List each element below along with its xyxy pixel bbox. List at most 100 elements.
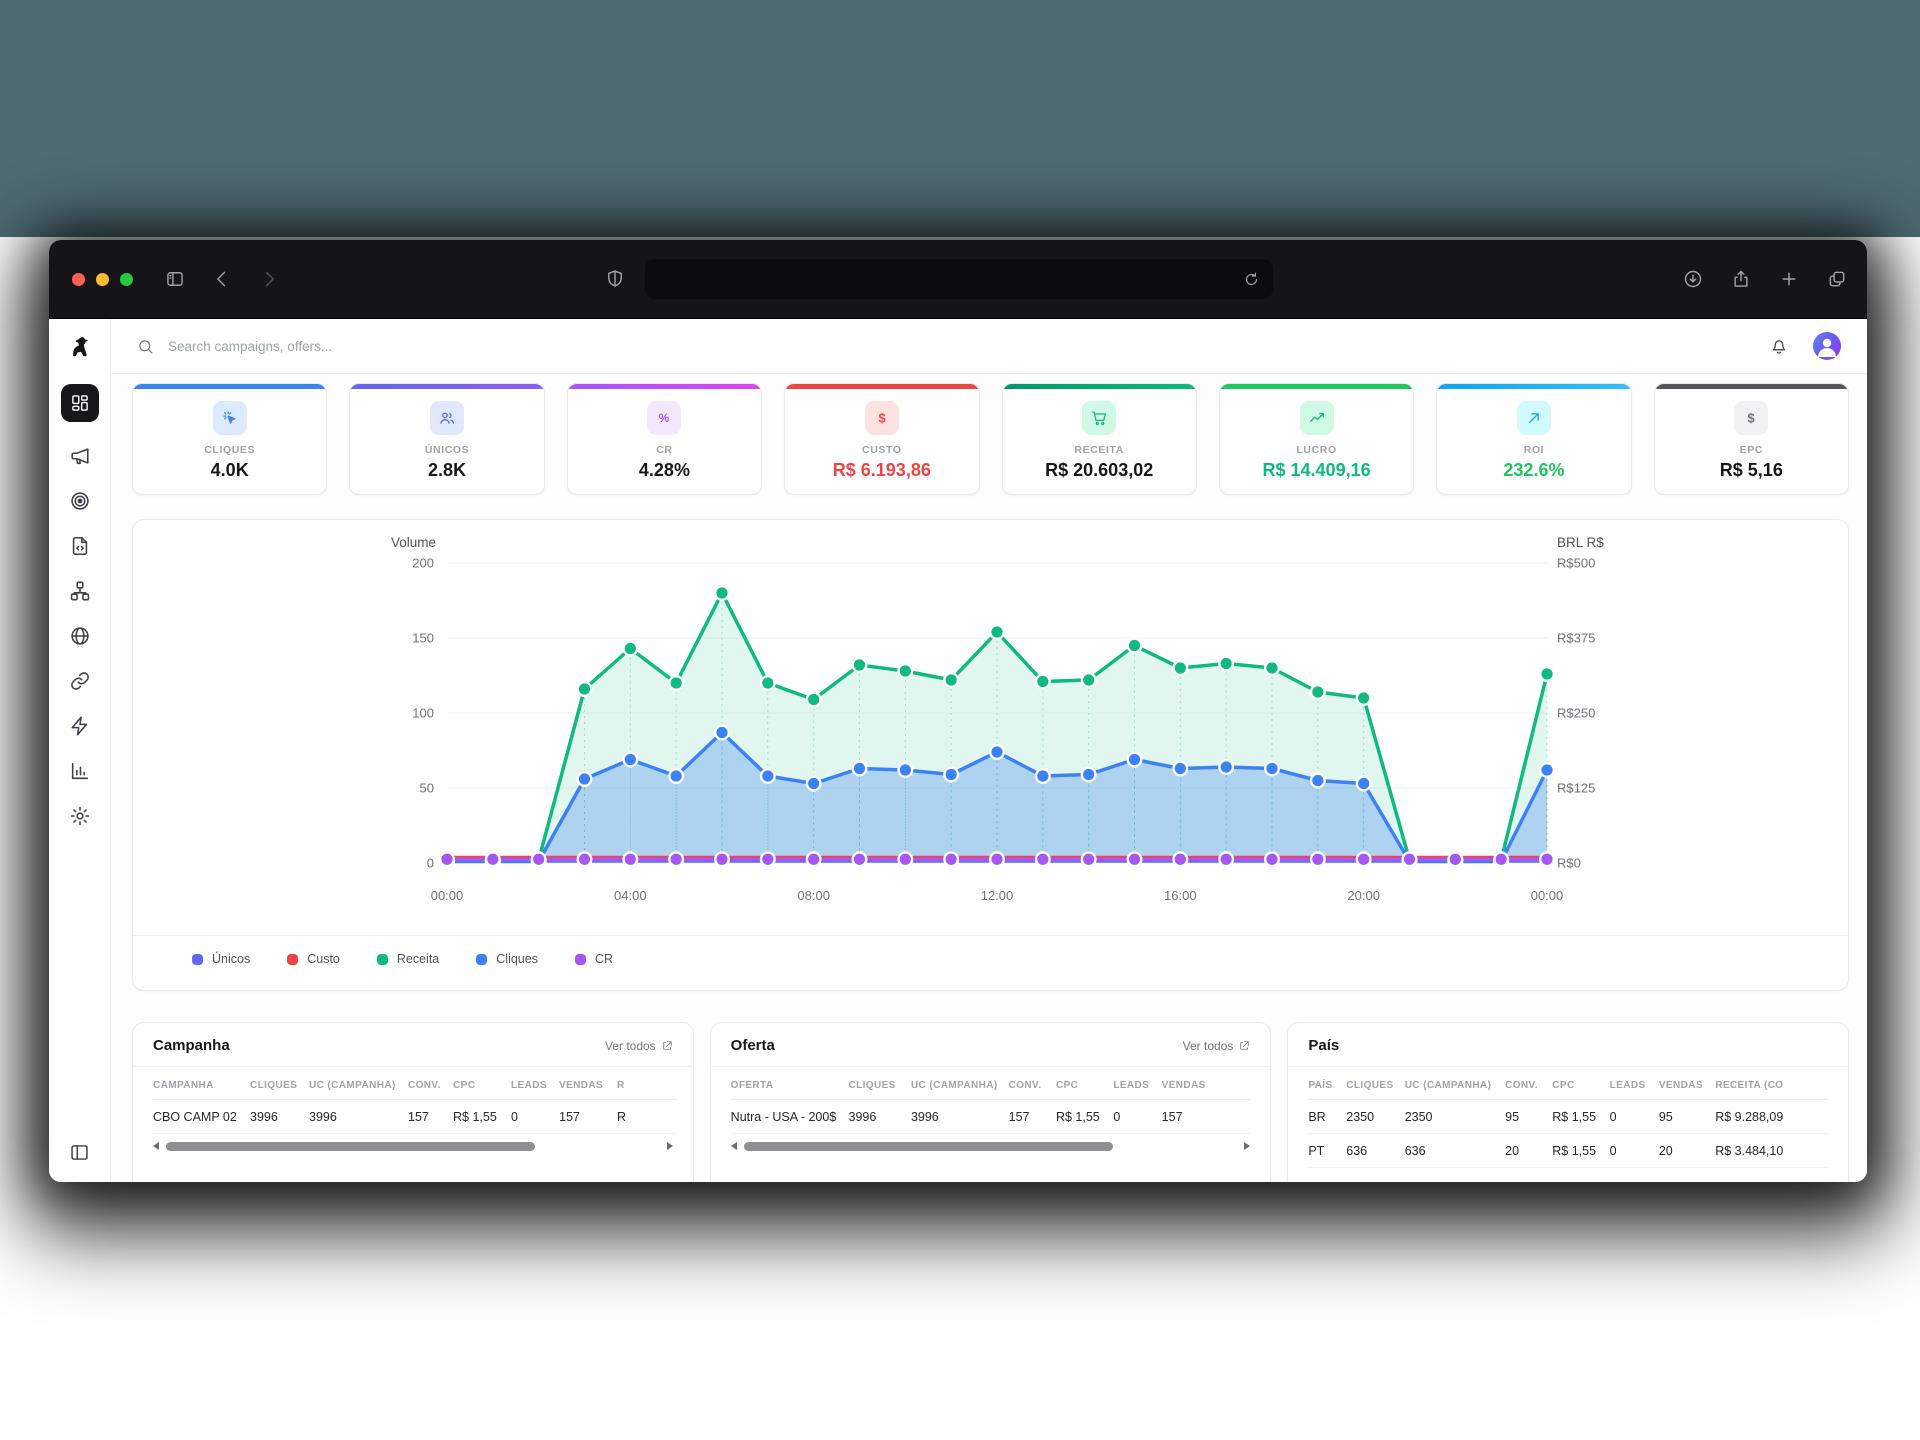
external-link-icon: [661, 1040, 673, 1052]
sidebar-item-dashboard[interactable]: [60, 384, 99, 422]
data-point-cliques: [1218, 758, 1235, 775]
right-axis-tick: R$500: [1557, 556, 1595, 571]
ver-todos-link[interactable]: Ver todos: [1183, 1039, 1251, 1053]
kpi-label: ROI: [1523, 444, 1545, 456]
column-header: UC (CAMPANHA): [1404, 1069, 1506, 1100]
gear-icon: [69, 805, 91, 827]
scroll-left-arrow[interactable]: [730, 1142, 737, 1150]
bell-icon[interactable]: [1769, 336, 1789, 356]
scrollbar-thumb[interactable]: [166, 1142, 535, 1151]
legend-label: Custo: [307, 952, 340, 966]
series-area-receita: [447, 593, 1547, 863]
trending-up-icon: [1308, 409, 1326, 427]
table-row[interactable]: Nutra - USA - 200$ 3996 3996 157 R$ 1,55 0 157: [730, 1099, 1251, 1134]
kpi-accent-bar: [1219, 384, 1414, 389]
column-header: LEADS: [1113, 1069, 1162, 1100]
url-input[interactable]: [645, 271, 1243, 287]
data-point-cr: [943, 851, 960, 868]
traffic-chart[interactable]: 200 R$500 150 R$375 100 R$250 50 R$125 0 R$0 Volum…: [133, 520, 1849, 935]
table-cell: 157: [559, 1099, 617, 1134]
column-header: PAÍS: [1308, 1069, 1347, 1100]
table-row[interactable]: BR 2350 2350 95 R$ 1,55 0 95 R$ 9.288,09: [1308, 1099, 1829, 1134]
column-header: CONV.: [1008, 1069, 1056, 1100]
tab-overview-icon[interactable]: [1827, 269, 1847, 289]
sidebar-item-file-code[interactable]: [69, 535, 91, 557]
sidebar-item-bolt[interactable]: [69, 715, 91, 737]
ver-todos-link[interactable]: Ver todos: [605, 1039, 673, 1053]
forward-icon[interactable]: [259, 269, 279, 289]
data-point-cliques: [576, 770, 593, 787]
column-header: CONV.: [408, 1069, 453, 1100]
legend-item-únicos[interactable]: Únicos: [192, 952, 250, 966]
chart-legend: Únicos Custo Receita Cliques CR: [133, 935, 1848, 982]
scroll-right-arrow[interactable]: [666, 1142, 673, 1150]
data-point-cr: [576, 851, 593, 868]
sidebar-item-sitemap[interactable]: [69, 580, 91, 602]
table-cell: 95: [1505, 1099, 1553, 1134]
data-point-cr: [1447, 851, 1464, 868]
x-axis-tick: 04:00: [614, 888, 647, 903]
scroll-left-arrow[interactable]: [153, 1142, 159, 1150]
new-tab-icon[interactable]: [1779, 269, 1799, 289]
tables-row: Campanha Ver todos CAMPANHA CLIQUES UC (CAMP…: [132, 1022, 1850, 1182]
scroll-right-arrow[interactable]: [1244, 1142, 1251, 1150]
x-axis-tick: 12:00: [981, 888, 1014, 903]
url-bar[interactable]: [645, 259, 1273, 299]
download-icon[interactable]: [1683, 269, 1703, 289]
legend-item-cliques[interactable]: Cliques: [476, 952, 538, 966]
search-input[interactable]: [166, 337, 590, 355]
data-point-cr: [714, 851, 731, 868]
kpi-accent-bar: [350, 384, 544, 389]
sidebar-item-target[interactable]: [69, 490, 91, 512]
data-point-receita: [851, 656, 868, 673]
kpi-value: R$ 6.193,86: [832, 460, 931, 480]
kpi-card-cliques: CLIQUES 4.0K: [132, 383, 328, 495]
table-cell: 157: [1161, 1099, 1251, 1134]
data-point-cr: [989, 851, 1006, 868]
zoom-button[interactable]: [120, 272, 133, 286]
users-icon: [438, 409, 456, 427]
table-title: Campanha: [153, 1037, 230, 1054]
column-header: CPC: [453, 1069, 511, 1100]
horizontal-scrollbar[interactable]: [153, 1142, 673, 1151]
shield-icon: [605, 269, 625, 289]
horizontal-scrollbar[interactable]: [730, 1142, 1251, 1151]
column-header: VENDAS: [559, 1069, 617, 1100]
column-header: RECEITA (CO: [1715, 1069, 1829, 1100]
arrow-up-right-icon: [1525, 409, 1543, 427]
data-point-receita: [576, 680, 593, 697]
panel-left-icon[interactable]: [69, 1142, 90, 1163]
share-icon[interactable]: [1731, 269, 1751, 289]
data-point-receita: [1080, 671, 1097, 688]
kpi-value: 4.28%: [638, 460, 690, 480]
sidebar-item-megaphone[interactable]: [69, 445, 91, 467]
search-bar[interactable]: [137, 337, 1769, 355]
legend-swatch: [476, 953, 488, 965]
minimize-button[interactable]: [96, 272, 109, 286]
panel-toggle-icon[interactable]: [165, 269, 185, 289]
sidebar-item-link[interactable]: [69, 670, 91, 692]
table-cell: 0: [1609, 1099, 1659, 1134]
avatar[interactable]: [1813, 332, 1841, 360]
table-row[interactable]: PT 636 636 20 R$ 1,55 0 20 R$ 3.484,10: [1308, 1133, 1829, 1168]
kpi-card-lucro: LUCRO R$ 14.409,16: [1218, 383, 1415, 495]
sidebar-item-gear[interactable]: [69, 805, 91, 827]
sidebar-item-bar-chart[interactable]: [69, 760, 91, 782]
scrollbar-thumb[interactable]: [743, 1142, 1113, 1151]
kpi-accent-bar: [567, 384, 762, 389]
kpi-accent-bar: [1654, 384, 1848, 389]
kpi-value: R$ 5,16: [1719, 460, 1783, 480]
sidebar-item-globe[interactable]: [69, 625, 91, 647]
legend-item-cr[interactable]: CR: [574, 952, 613, 966]
desktop-background: [0, 0, 1920, 237]
back-icon[interactable]: [212, 269, 232, 289]
reload-icon[interactable]: [1243, 271, 1260, 288]
legend-item-receita[interactable]: Receita: [376, 952, 439, 966]
legend-item-custo[interactable]: Custo: [287, 952, 340, 966]
kpi-icon-chip: $: [1734, 401, 1769, 435]
column-header: LEADS: [511, 1069, 559, 1100]
close-button[interactable]: [72, 272, 85, 286]
table-row[interactable]: CBO CAMP 02 3996 3996 157 R$ 1,55 0 157 R: [153, 1099, 677, 1134]
data-point-cliques: [1172, 760, 1189, 777]
column-header: UC (CAMPANHA): [910, 1069, 1009, 1100]
